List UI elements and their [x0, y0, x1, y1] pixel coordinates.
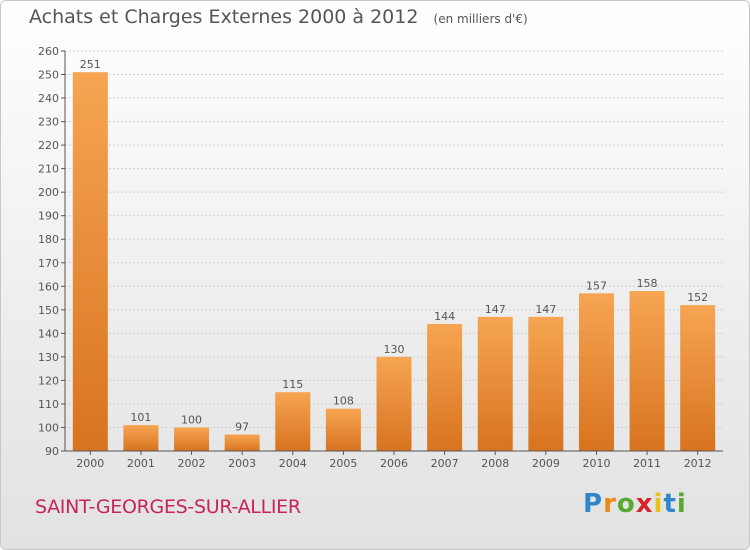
y-tick-label: 190: [38, 210, 59, 223]
x-tick-label: 2009: [532, 457, 560, 470]
bar: [528, 316, 564, 451]
y-tick-label: 100: [38, 421, 59, 434]
y-tick-label: 120: [38, 374, 59, 387]
x-axis: 2000 2001 2002 2003 2004 2005 2006 2007 2008 2009…: [65, 450, 723, 470]
y-tick-label: 250: [38, 69, 59, 82]
y-tick-label: 210: [38, 163, 59, 176]
data-label: 100: [181, 413, 202, 426]
data-label: 115: [282, 378, 303, 391]
bar: [629, 291, 665, 451]
bar: [123, 425, 159, 451]
x-tick-label: 2000: [76, 457, 104, 470]
logo-letter: i: [676, 489, 687, 519]
x-tick-label: 2002: [178, 457, 206, 470]
y-tick-label: 180: [38, 233, 59, 246]
proxiti-logo: Proxiti: [583, 489, 687, 519]
data-label: 147: [485, 303, 506, 316]
data-label: 147: [535, 303, 556, 316]
data-label: 157: [586, 279, 607, 292]
bar: [72, 72, 108, 452]
y-tick-label: 160: [38, 280, 59, 293]
bar: [427, 323, 463, 451]
data-label: 251: [80, 58, 101, 71]
x-tick-label: 2001: [127, 457, 155, 470]
bar: [174, 427, 210, 451]
x-tick-label: 2010: [582, 457, 610, 470]
y-tick-label: 140: [38, 327, 59, 340]
city-name: SAINT-GEORGES-SUR-ALLIER: [35, 496, 301, 518]
data-label: 130: [384, 343, 405, 356]
x-tick-label: 2008: [481, 457, 509, 470]
data-label: 101: [130, 411, 151, 424]
bar: [680, 305, 716, 451]
data-label: 108: [333, 395, 354, 408]
y-axis: 90 100 110 120 130 140 150 160 170 180 190 200 210 22…: [38, 45, 66, 458]
logo-letter: x: [635, 489, 654, 519]
bar: [376, 356, 412, 451]
x-tick-label: 2006: [380, 457, 408, 470]
x-tick-label: 2004: [279, 457, 307, 470]
y-tick-label: 110: [38, 398, 59, 411]
y-tick-label: 130: [38, 351, 59, 364]
bar: [578, 293, 614, 451]
data-label: 144: [434, 310, 455, 323]
x-tick-label: 2007: [431, 457, 459, 470]
x-tick-label: 2012: [684, 457, 712, 470]
y-tick-label: 240: [38, 92, 59, 105]
bar: [325, 408, 361, 451]
y-tick-label: 230: [38, 116, 59, 129]
y-tick-label: 200: [38, 186, 59, 199]
bar: [477, 316, 513, 451]
x-tick-label: 2005: [329, 457, 357, 470]
data-label: 97: [235, 421, 249, 434]
data-label: 158: [637, 277, 658, 290]
logo-letter: P: [583, 489, 604, 519]
y-tick-label: 90: [45, 445, 59, 458]
chart-subtitle: (en milliers d'€): [433, 12, 528, 26]
y-tick-label: 150: [38, 304, 59, 317]
bars: 251 101 100 97 115 108 130 144 147 147 157 158 152: [72, 58, 716, 452]
data-label: 152: [687, 291, 708, 304]
logo-letter: o: [616, 489, 636, 519]
y-tick-label: 220: [38, 139, 59, 152]
logo-letter: r: [603, 489, 617, 519]
chart-title-block: Achats et Charges Externes 2000 à 2012 (…: [29, 6, 528, 28]
chart-title: Achats et Charges Externes 2000 à 2012: [29, 6, 419, 28]
logo-letter: t: [663, 489, 677, 519]
x-tick-label: 2003: [228, 457, 256, 470]
logo-letter: i: [653, 489, 664, 519]
bar: [275, 392, 311, 451]
bar: [224, 434, 260, 451]
y-tick-label: 170: [38, 257, 59, 270]
x-tick-label: 2011: [633, 457, 661, 470]
y-tick-label: 260: [38, 45, 59, 58]
